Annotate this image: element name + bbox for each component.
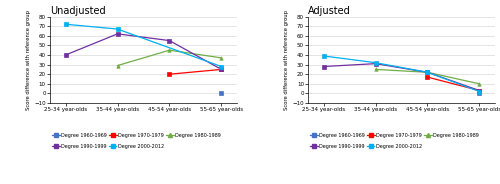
Line: Degree 2000-2012: Degree 2000-2012 [322, 54, 481, 93]
Degree 1980-1989 [476, 83, 482, 85]
Line: Degree 1990-1999: Degree 1990-1999 [322, 62, 481, 92]
Y-axis label: Score difference with reference group: Score difference with reference group [284, 10, 290, 110]
Line: Degree 1970-1979: Degree 1970-1979 [168, 68, 223, 76]
Degree 1980-1989 [218, 57, 224, 59]
Text: Adjusted: Adjusted [308, 6, 351, 16]
Line: Degree 1980-1989: Degree 1980-1989 [116, 48, 223, 67]
Degree 2000-2012 [372, 62, 378, 64]
Degree 2000-2012 [114, 28, 120, 30]
Degree 2000-2012 [476, 90, 482, 93]
Degree 1970-1979 [218, 68, 224, 70]
Legend: Degree 1990-1999, Degree 2000-2012: Degree 1990-1999, Degree 2000-2012 [52, 144, 164, 148]
Degree 1980-1989 [424, 71, 430, 73]
Degree 1990-1999 [372, 63, 378, 65]
Degree 1970-1979 [166, 73, 172, 75]
Line: Degree 1990-1999: Degree 1990-1999 [64, 32, 223, 71]
Degree 1990-1999 [166, 40, 172, 42]
Degree 1970-1979 [476, 89, 482, 92]
Degree 1990-1999 [114, 33, 120, 35]
Degree 2000-2012 [320, 55, 326, 57]
Degree 1980-1989 [372, 68, 378, 70]
Degree 1990-1999 [320, 66, 326, 68]
Line: Degree 1980-1989: Degree 1980-1989 [374, 68, 481, 86]
Degree 2000-2012 [424, 71, 430, 73]
Degree 2000-2012 [62, 23, 68, 25]
Y-axis label: Score difference with reference group: Score difference with reference group [26, 10, 32, 110]
Degree 1970-1979 [424, 76, 430, 78]
Degree 1990-1999 [424, 71, 430, 73]
Degree 1990-1999 [62, 54, 68, 56]
Degree 1990-1999 [218, 68, 224, 70]
Text: Unadjusted: Unadjusted [50, 6, 106, 16]
Line: Degree 2000-2012: Degree 2000-2012 [64, 22, 223, 68]
Legend: Degree 1990-1999, Degree 2000-2012: Degree 1990-1999, Degree 2000-2012 [310, 144, 422, 148]
Line: Degree 1970-1979: Degree 1970-1979 [426, 75, 481, 92]
Degree 2000-2012 [218, 66, 224, 68]
Degree 1990-1999 [476, 89, 482, 92]
Degree 1980-1989 [166, 49, 172, 51]
Degree 1980-1989 [114, 64, 120, 67]
